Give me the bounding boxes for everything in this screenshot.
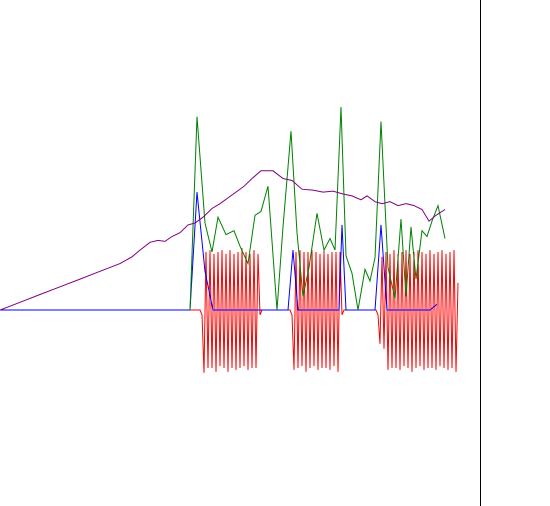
divider-line [480, 0, 481, 506]
series-line-3 [189, 106, 446, 311]
series-line-4 [0, 170, 446, 311]
series-line-1 [0, 248, 459, 373]
series-line-2 [0, 192, 438, 311]
